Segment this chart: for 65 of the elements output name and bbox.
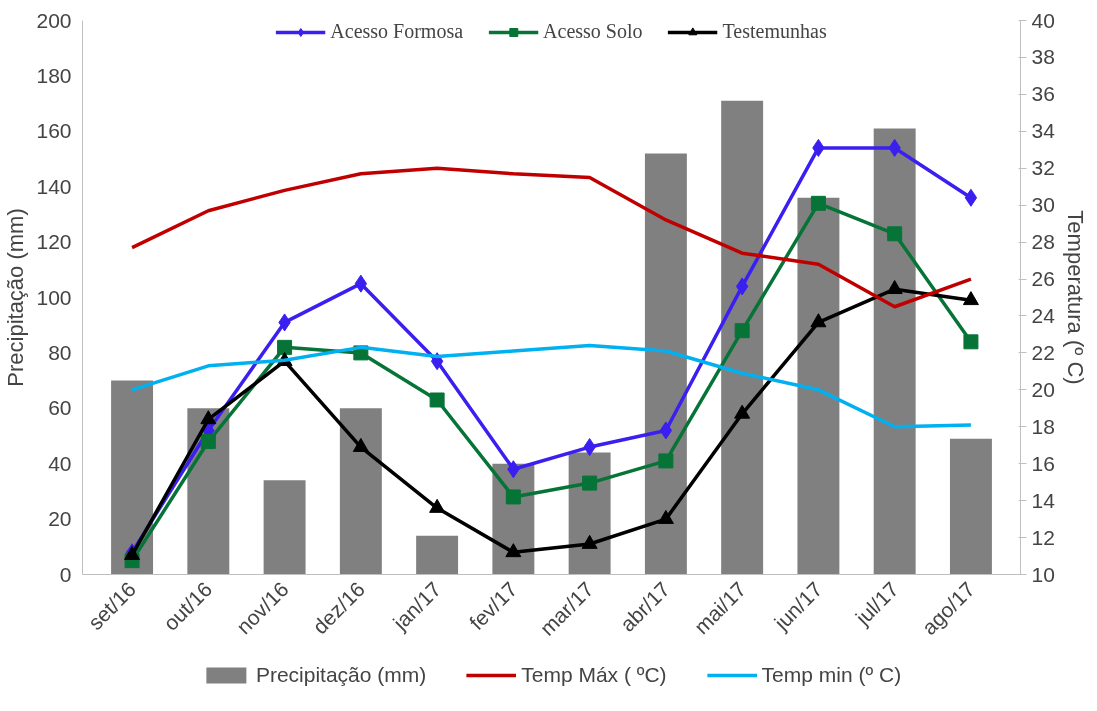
y-axis-title: Precipitação (mm): [3, 208, 29, 387]
y2-tick-label: 40: [1031, 8, 1055, 32]
y2-tick-label: 16: [1031, 451, 1055, 475]
y2-tick-label: 10: [1031, 562, 1055, 586]
y-tick-label: 140: [36, 174, 72, 198]
point: [735, 277, 749, 296]
bar: [949, 438, 992, 575]
y2-tick-label: 34: [1031, 119, 1056, 143]
legend-label: Temp Máx ( ºC): [521, 663, 667, 687]
point: [582, 475, 598, 491]
y-tick-label: 200: [36, 8, 72, 32]
point: [505, 489, 521, 505]
y2-tick-label: 18: [1031, 414, 1055, 438]
y2-axis-title: Temperatura (º C): [1062, 210, 1088, 385]
y2-tick-label: 14: [1031, 488, 1056, 512]
legend-label: Acesso Solo: [543, 20, 643, 43]
point: [734, 323, 750, 339]
bar: [721, 100, 764, 575]
point: [810, 313, 827, 328]
y2-tick-label: 32: [1031, 156, 1055, 180]
legend-label: Temp min (º C): [761, 663, 902, 687]
y-tick-label: 40: [48, 451, 72, 475]
y2-tick-label: 28: [1031, 230, 1055, 254]
line-series: [130, 166, 973, 309]
y-tick-label: 180: [36, 63, 72, 87]
y2-tick-label: 12: [1031, 525, 1055, 549]
point: [810, 195, 826, 211]
point: [354, 274, 368, 293]
bar: [644, 153, 687, 575]
y-tick-label: 20: [48, 507, 72, 531]
y-tick-label: 160: [36, 119, 72, 143]
point: [658, 453, 674, 469]
y-tick-label: 80: [48, 340, 72, 364]
y2-tick-label: 36: [1031, 82, 1055, 106]
point: [659, 421, 673, 440]
y2-tick-label: 38: [1031, 45, 1055, 69]
point: [429, 392, 445, 408]
point: [200, 410, 217, 425]
legend-label: Precipitação (mm): [255, 663, 427, 687]
bar: [263, 480, 306, 575]
bar: [111, 380, 154, 575]
y2-tick-label: 30: [1031, 193, 1055, 217]
legend-label: Testemunhas: [722, 20, 827, 43]
y2-tick-label: 26: [1031, 267, 1055, 291]
bar: [339, 408, 382, 575]
y2-tick-label: 20: [1031, 377, 1055, 401]
point: [505, 543, 522, 558]
y-tick-label: 100: [36, 285, 72, 309]
y-tick-label: 0: [59, 562, 72, 586]
point: [964, 188, 978, 207]
y2-tick-label: 22: [1031, 340, 1055, 364]
line-series: [130, 343, 973, 429]
point: [887, 226, 903, 242]
point: [962, 291, 979, 306]
legend-label: Acesso Formosa: [330, 20, 464, 43]
point: [277, 339, 293, 355]
bar: [873, 128, 916, 575]
y-tick-label: 120: [36, 230, 72, 254]
point: [886, 280, 903, 295]
point: [963, 334, 979, 350]
bar: [797, 197, 840, 575]
bar: [416, 535, 459, 575]
y-tick-label: 60: [48, 396, 72, 420]
y2-tick-label: 24: [1031, 303, 1056, 327]
point: [200, 434, 216, 450]
